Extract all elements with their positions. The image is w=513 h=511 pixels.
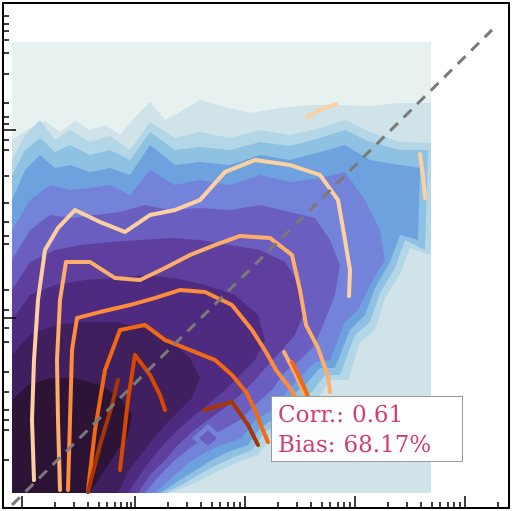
correlation-label: Corr.: [278,402,344,428]
correlation-value: 0.61 [351,402,404,428]
correlation-stat: Corr.: 0.61 [278,400,462,430]
percentile-line-4 [66,288,300,492]
percentile-line-2 [30,158,352,482]
stats-box: Corr.: 0.61 Bias: 68.17% [271,396,463,462]
percentile-line-5 [86,323,270,492]
percentile-line-10 [202,400,260,447]
density-island-core [199,430,217,446]
percentile-line-7 [86,378,120,494]
density-contours [12,100,431,493]
density-level-10 [12,378,132,493]
bias-value: 68.17% [343,432,432,458]
percentile-line-6 [118,353,167,472]
bias-stat: Bias: 68.17% [278,430,462,460]
percentile-line-1 [305,102,338,119]
percentile-line-1b [418,152,427,200]
y-axis-ticks [4,15,16,461]
bias-label: Bias: [278,432,336,458]
percentile-line-3 [55,234,332,492]
x-axis-ticks [21,496,499,507]
